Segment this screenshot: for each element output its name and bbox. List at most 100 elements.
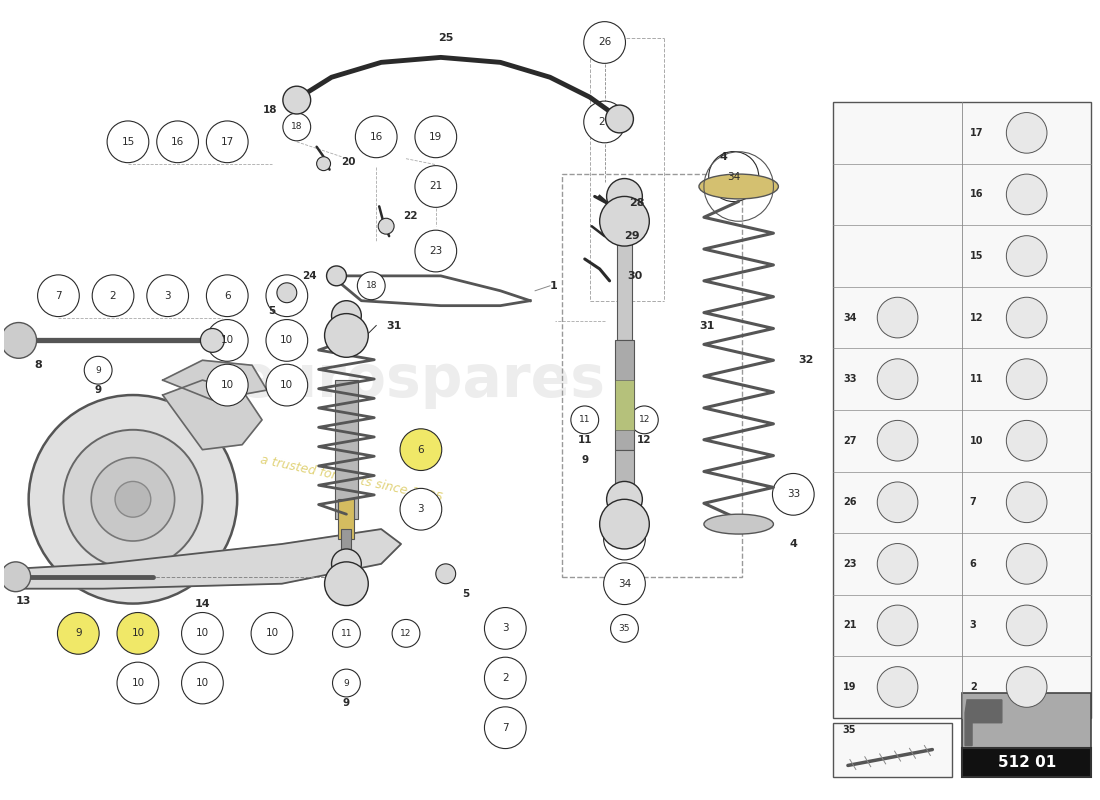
Circle shape bbox=[415, 116, 456, 158]
Circle shape bbox=[1006, 359, 1047, 399]
Circle shape bbox=[708, 151, 759, 202]
Bar bbox=[341, 529, 351, 559]
Text: 17: 17 bbox=[221, 137, 234, 147]
Text: 26: 26 bbox=[598, 38, 612, 47]
Text: 20: 20 bbox=[341, 157, 356, 166]
Text: 7: 7 bbox=[55, 290, 62, 301]
Circle shape bbox=[878, 666, 917, 707]
Circle shape bbox=[392, 619, 420, 647]
Text: 31: 31 bbox=[386, 321, 402, 330]
Circle shape bbox=[1006, 420, 1047, 461]
Circle shape bbox=[207, 121, 249, 162]
Text: 12: 12 bbox=[637, 434, 651, 445]
Circle shape bbox=[1006, 666, 1047, 707]
Circle shape bbox=[317, 157, 330, 170]
Circle shape bbox=[355, 116, 397, 158]
Circle shape bbox=[484, 707, 526, 749]
Text: 11: 11 bbox=[579, 415, 591, 424]
Circle shape bbox=[266, 319, 308, 362]
Text: 10: 10 bbox=[280, 380, 294, 390]
Text: 26: 26 bbox=[844, 498, 857, 507]
Text: 28: 28 bbox=[629, 198, 645, 208]
Text: 7: 7 bbox=[970, 498, 977, 507]
Text: 15: 15 bbox=[970, 251, 983, 261]
Circle shape bbox=[584, 22, 626, 63]
Text: a trusted for parts since 1985: a trusted for parts since 1985 bbox=[258, 454, 443, 505]
Text: 33: 33 bbox=[618, 534, 631, 544]
Text: 2: 2 bbox=[502, 673, 508, 683]
Text: 1: 1 bbox=[550, 281, 558, 290]
Bar bbox=[339, 499, 354, 539]
Circle shape bbox=[324, 314, 369, 358]
Text: 23: 23 bbox=[844, 559, 857, 569]
Text: 21: 21 bbox=[844, 621, 857, 630]
Text: 18: 18 bbox=[292, 122, 302, 131]
Circle shape bbox=[878, 605, 917, 646]
Text: 33: 33 bbox=[844, 374, 857, 384]
Circle shape bbox=[415, 166, 456, 207]
Circle shape bbox=[146, 275, 188, 317]
Text: 35: 35 bbox=[618, 624, 630, 633]
Ellipse shape bbox=[704, 514, 773, 534]
Text: 16: 16 bbox=[170, 137, 184, 147]
Circle shape bbox=[604, 518, 646, 560]
Circle shape bbox=[604, 563, 646, 605]
Text: 6: 6 bbox=[418, 445, 425, 454]
Circle shape bbox=[378, 218, 394, 234]
FancyBboxPatch shape bbox=[833, 722, 953, 778]
Text: 3: 3 bbox=[164, 290, 170, 301]
Text: 11: 11 bbox=[578, 434, 592, 445]
Text: 16: 16 bbox=[370, 132, 383, 142]
Bar bbox=[615, 341, 635, 450]
Text: 35: 35 bbox=[842, 725, 856, 734]
Text: 2: 2 bbox=[970, 682, 977, 692]
Circle shape bbox=[484, 607, 526, 650]
Circle shape bbox=[630, 406, 658, 434]
Circle shape bbox=[283, 113, 310, 141]
Text: 31: 31 bbox=[698, 321, 714, 330]
Polygon shape bbox=[163, 360, 267, 400]
Circle shape bbox=[116, 482, 151, 517]
FancyBboxPatch shape bbox=[962, 747, 1091, 778]
Text: 11: 11 bbox=[341, 629, 352, 638]
Text: 9: 9 bbox=[95, 385, 101, 395]
Polygon shape bbox=[163, 380, 262, 450]
Text: 9: 9 bbox=[343, 698, 350, 708]
Circle shape bbox=[878, 359, 917, 399]
Text: 14: 14 bbox=[195, 598, 210, 609]
Circle shape bbox=[324, 562, 369, 606]
Polygon shape bbox=[965, 700, 1002, 746]
Circle shape bbox=[878, 482, 917, 522]
Text: 9: 9 bbox=[343, 678, 350, 687]
Text: 12: 12 bbox=[970, 313, 983, 322]
Text: 32: 32 bbox=[799, 355, 814, 366]
Circle shape bbox=[584, 101, 626, 142]
Text: 19: 19 bbox=[844, 682, 857, 692]
Text: 9: 9 bbox=[96, 366, 101, 374]
Circle shape bbox=[358, 272, 385, 300]
Text: eurospares: eurospares bbox=[236, 352, 605, 409]
Text: 11: 11 bbox=[970, 374, 983, 384]
Circle shape bbox=[600, 197, 649, 246]
Circle shape bbox=[182, 662, 223, 704]
Bar bbox=[615, 380, 635, 430]
Text: 19: 19 bbox=[429, 132, 442, 142]
Circle shape bbox=[1006, 298, 1047, 338]
Text: 13: 13 bbox=[16, 595, 32, 606]
Text: 12: 12 bbox=[639, 415, 650, 424]
Text: 5: 5 bbox=[268, 306, 276, 316]
Text: 10: 10 bbox=[221, 335, 234, 346]
Circle shape bbox=[117, 662, 158, 704]
Circle shape bbox=[157, 121, 198, 162]
Text: 18: 18 bbox=[365, 282, 377, 290]
Circle shape bbox=[1006, 236, 1047, 276]
Text: 10: 10 bbox=[280, 290, 294, 301]
Text: 10: 10 bbox=[221, 380, 234, 390]
Text: 6: 6 bbox=[224, 290, 231, 301]
Circle shape bbox=[92, 275, 134, 317]
Text: 10: 10 bbox=[280, 335, 294, 346]
Circle shape bbox=[29, 395, 238, 603]
Text: 8: 8 bbox=[35, 360, 43, 370]
Circle shape bbox=[182, 613, 223, 654]
Text: 4: 4 bbox=[719, 152, 728, 162]
